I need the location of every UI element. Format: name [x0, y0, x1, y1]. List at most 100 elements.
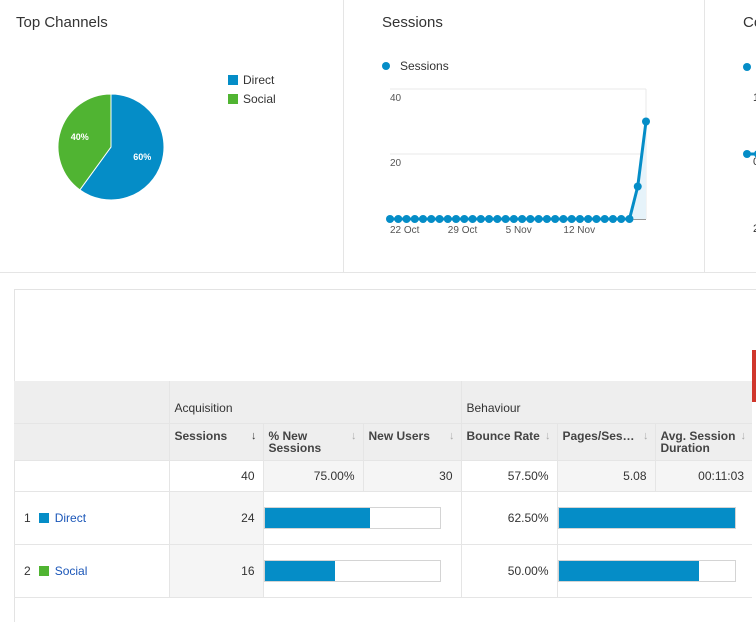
totals-label	[14, 460, 169, 492]
row-sessions-direct: 24	[168, 491, 263, 545]
data-point	[518, 215, 527, 223]
legend-label-social: Social	[243, 91, 276, 106]
data-point	[608, 215, 617, 223]
row-sessions-social: 16	[168, 544, 263, 598]
bounce-bar-fill-social	[558, 561, 700, 581]
pie-slice-social	[57, 93, 112, 191]
total-new-users: 30	[362, 460, 461, 492]
data-point	[633, 182, 642, 191]
data-point	[435, 215, 444, 223]
data-point	[468, 215, 477, 223]
sort-arrow-icon[interactable]: ↓	[740, 430, 747, 442]
data-point	[542, 215, 551, 223]
sort-arrow-icon[interactable]: ↓	[351, 430, 357, 442]
data-point	[584, 215, 593, 223]
row-dimension-social: 2 Social	[14, 544, 169, 598]
data-point	[617, 215, 626, 223]
data-point	[427, 215, 436, 223]
col-pages-session[interactable]: Pages/Ses… ↓	[556, 423, 655, 461]
col-new-users[interactable]: New Users ↓	[362, 423, 461, 461]
data-point	[567, 215, 576, 223]
sort-desc-icon[interactable]: ↓	[251, 430, 257, 442]
partial-tick-c: 2	[753, 223, 756, 235]
data-point	[410, 215, 419, 223]
bounce-bar-cell-direct	[556, 491, 752, 545]
data-point	[592, 215, 601, 223]
sort-arrow-icon[interactable]: ↓	[643, 430, 649, 442]
link-social[interactable]: Social	[54, 564, 88, 578]
conversions-card-partial: Co 1 0 2	[704, 0, 756, 272]
col-bounce-rate[interactable]: Bounce Rate ↓	[460, 423, 557, 461]
bounce-bar-cell-social	[556, 544, 752, 598]
report-table: Acquisition Behaviour Sessions ↓ % New Se…	[14, 381, 752, 598]
column-header-blank	[14, 423, 169, 461]
data-point	[534, 215, 543, 223]
group-header-row: Acquisition Behaviour	[14, 381, 752, 424]
sessions-legend-label: Sessions	[400, 59, 449, 73]
pie-slice-direct	[79, 93, 165, 201]
col-new-sessions[interactable]: % New Sessions ↓	[262, 423, 363, 461]
data-point	[600, 215, 609, 223]
sort-arrow-icon[interactable]: ↓	[545, 430, 551, 442]
col-sessions[interactable]: Sessions ↓	[168, 423, 263, 461]
sessions-bar-direct	[263, 507, 441, 529]
data-point	[509, 215, 518, 223]
column-header-row: Sessions ↓ % New Sessions ↓ New Users ↓ Bou…	[14, 423, 752, 461]
legend-item-direct[interactable]: Direct	[228, 70, 276, 89]
partial-tick-a: 1	[753, 92, 756, 104]
legend-swatch-social	[228, 93, 238, 104]
x-tick-label: 29 Oct	[448, 225, 478, 236]
total-pages-session: 5.08	[556, 460, 655, 492]
col-avg-duration[interactable]: Avg. Session Duration ↓	[654, 423, 752, 461]
sessions-line	[390, 121, 648, 221]
legend-item-social[interactable]: Social	[228, 89, 276, 108]
table-row: 2 Social 16 50.00%	[14, 544, 752, 598]
row-dimension-direct: 1 Direct	[14, 491, 169, 545]
pie-label-direct: 60%	[133, 152, 151, 162]
data-point	[551, 215, 560, 223]
data-point	[493, 215, 502, 223]
sessions-legend-dot	[382, 62, 390, 70]
feedback-tab[interactable]	[752, 350, 756, 402]
legend-swatch-direct	[228, 74, 238, 85]
data-point	[394, 215, 403, 223]
partial-card-title: Co	[743, 14, 756, 31]
total-new-sessions: 75.00%	[262, 460, 363, 492]
group-behaviour: Behaviour	[460, 381, 752, 424]
sessions-line-chart: 20 40 22 Oct 29 Oct 5 Nov 12 Nov	[386, 88, 650, 236]
table-row: 1 Direct 24 62.50%	[14, 491, 752, 545]
sessions-legend[interactable]: Sessions	[382, 59, 449, 73]
partial-chart	[743, 150, 756, 158]
top-channels-card: Top Channels 60% 40% Direct Social	[0, 0, 342, 272]
top-channels-legend: Direct Social	[228, 70, 276, 108]
data-point	[642, 117, 650, 126]
data-point	[559, 215, 568, 223]
partial-legend-dot	[743, 63, 751, 71]
data-point	[402, 215, 411, 223]
total-avg-duration: 00:11:03	[654, 460, 752, 492]
sessions-bar-social	[263, 560, 441, 582]
x-tick-label: 12 Nov	[563, 225, 595, 236]
pie-label-social: 40%	[71, 132, 89, 142]
sessions-bar-fill-direct	[264, 508, 370, 528]
y-tick-label: 40	[390, 93, 402, 104]
group-acquisition: Acquisition	[168, 381, 461, 424]
data-point	[386, 215, 394, 223]
y-tick-label: 20	[390, 158, 402, 169]
totals-row: 40 75.00% 30 57.50% 5.08 00:11:03	[14, 460, 752, 492]
legend-label-direct: Direct	[243, 72, 275, 87]
top-channels-title: Top Channels	[16, 14, 108, 31]
sessions-bar-cell-social	[262, 544, 461, 598]
row-bounce-direct: 62.50%	[460, 491, 557, 545]
data-point	[501, 215, 510, 223]
data-point	[443, 215, 452, 223]
bounce-bar-direct	[557, 507, 736, 529]
data-point	[575, 215, 584, 223]
row-bounce-social: 50.00%	[460, 544, 557, 598]
section-divider	[0, 272, 756, 273]
sessions-title: Sessions	[382, 14, 443, 31]
x-tick-label: 5 Nov	[506, 225, 532, 236]
x-tick-label: 22 Oct	[390, 225, 420, 236]
sort-arrow-icon[interactable]: ↓	[449, 430, 455, 442]
link-direct[interactable]: Direct	[54, 511, 87, 525]
